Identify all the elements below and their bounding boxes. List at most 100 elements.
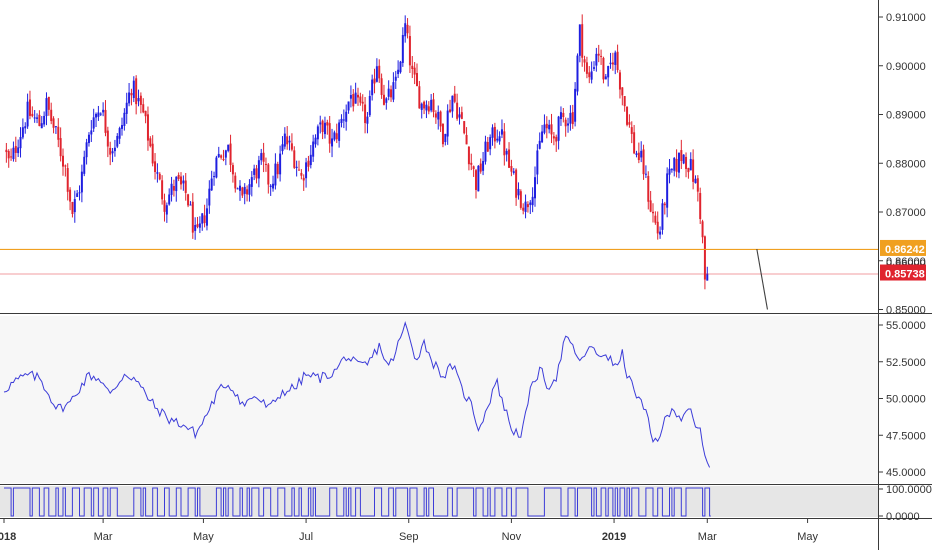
candle-body bbox=[194, 225, 197, 231]
candle bbox=[578, 24, 581, 63]
candle bbox=[534, 166, 536, 207]
candle-body bbox=[595, 53, 598, 66]
candle-body bbox=[659, 231, 662, 235]
candle-body bbox=[401, 34, 404, 63]
candle bbox=[288, 135, 291, 151]
candle bbox=[210, 170, 213, 191]
candle-body bbox=[83, 156, 86, 174]
candle-body bbox=[154, 161, 157, 173]
candle bbox=[137, 89, 140, 107]
candle bbox=[130, 88, 133, 106]
candle bbox=[408, 25, 411, 74]
candle bbox=[385, 97, 388, 110]
candle-body bbox=[536, 150, 539, 175]
candle bbox=[168, 188, 171, 206]
candle-body bbox=[456, 102, 459, 119]
candle bbox=[378, 59, 381, 83]
candle-body bbox=[394, 76, 397, 81]
candle-body bbox=[479, 163, 482, 172]
candle bbox=[208, 180, 211, 214]
candle bbox=[239, 180, 241, 201]
candle-body bbox=[406, 24, 409, 34]
candle bbox=[491, 124, 494, 146]
candle bbox=[394, 70, 397, 89]
oscillator-pane-bg bbox=[0, 316, 878, 483]
candle bbox=[135, 75, 138, 115]
candle bbox=[283, 127, 286, 150]
candle bbox=[121, 117, 123, 136]
candle bbox=[661, 198, 664, 235]
candle-body bbox=[354, 92, 357, 104]
binary-axis-ticks[interactable]: 100.0000 0.0000 bbox=[878, 484, 932, 523]
candle-body bbox=[416, 73, 418, 87]
candle-body bbox=[182, 180, 185, 184]
candle-body bbox=[161, 180, 164, 200]
candle bbox=[19, 127, 22, 158]
candle bbox=[220, 154, 223, 160]
candle-body bbox=[128, 92, 131, 104]
candle bbox=[423, 100, 426, 115]
candle bbox=[201, 213, 204, 231]
candle-body bbox=[460, 112, 463, 119]
candle bbox=[382, 84, 385, 106]
candle-body bbox=[151, 143, 154, 164]
oscillator-axis-ticks[interactable]: 55.0000 52.5000 50.0000 47.5000 45.0000 bbox=[878, 320, 926, 479]
candle-body bbox=[234, 175, 237, 189]
candle bbox=[333, 130, 336, 142]
oscillator-line bbox=[3, 321, 711, 468]
candle bbox=[430, 94, 433, 113]
binary-axis-tick-label: 0.0000 bbox=[886, 511, 920, 523]
candle bbox=[366, 112, 369, 134]
candle-body bbox=[413, 67, 416, 75]
candle bbox=[574, 82, 577, 127]
candle-body bbox=[484, 141, 487, 162]
candle-body bbox=[489, 137, 492, 150]
time-axis-tick-label: May bbox=[797, 531, 818, 543]
candle-body bbox=[420, 103, 423, 110]
price-horizontal-lines[interactable] bbox=[0, 248, 878, 310]
candle bbox=[104, 100, 107, 137]
candle bbox=[588, 66, 591, 84]
candle-body bbox=[165, 205, 168, 215]
candle bbox=[451, 95, 454, 118]
candle bbox=[295, 160, 298, 177]
candle-body bbox=[550, 124, 553, 135]
candle bbox=[597, 44, 600, 63]
candle-body bbox=[574, 88, 577, 122]
price-axis-tick-label: 0.91000 bbox=[886, 12, 926, 24]
candle-body bbox=[198, 223, 201, 228]
candle bbox=[548, 119, 551, 134]
candle bbox=[132, 76, 135, 103]
candle-body bbox=[493, 126, 496, 142]
candle-body bbox=[80, 171, 83, 193]
candle-body bbox=[451, 95, 454, 112]
candle bbox=[630, 121, 633, 144]
candle-body bbox=[668, 168, 671, 175]
binary-axis-tick-label: 100.0000 bbox=[886, 484, 932, 496]
candle bbox=[196, 216, 199, 229]
candle bbox=[529, 200, 532, 215]
candle-body bbox=[590, 71, 593, 80]
candle bbox=[602, 56, 605, 84]
candle-body bbox=[576, 55, 579, 92]
candle bbox=[342, 109, 345, 129]
candle-body bbox=[633, 132, 636, 154]
candle-body bbox=[654, 215, 657, 223]
candle-body bbox=[642, 149, 645, 175]
candle-body bbox=[449, 109, 452, 112]
candle-body bbox=[40, 123, 43, 129]
candle bbox=[628, 114, 631, 128]
candle bbox=[323, 116, 326, 139]
candle-body bbox=[333, 132, 336, 140]
candle bbox=[142, 98, 145, 114]
time-axis-ticks[interactable]: 2018 Mar May Jul Sep Nov 2019 Mar May bbox=[0, 518, 818, 543]
candle-body bbox=[10, 156, 13, 158]
candle-body bbox=[491, 127, 494, 138]
candle bbox=[609, 52, 612, 69]
candle-body bbox=[441, 123, 444, 145]
candle-body bbox=[368, 96, 371, 116]
time-axis-tick-label: Nov bbox=[502, 531, 522, 543]
candle-body bbox=[184, 180, 187, 193]
candle bbox=[675, 149, 678, 178]
candle bbox=[87, 132, 90, 147]
